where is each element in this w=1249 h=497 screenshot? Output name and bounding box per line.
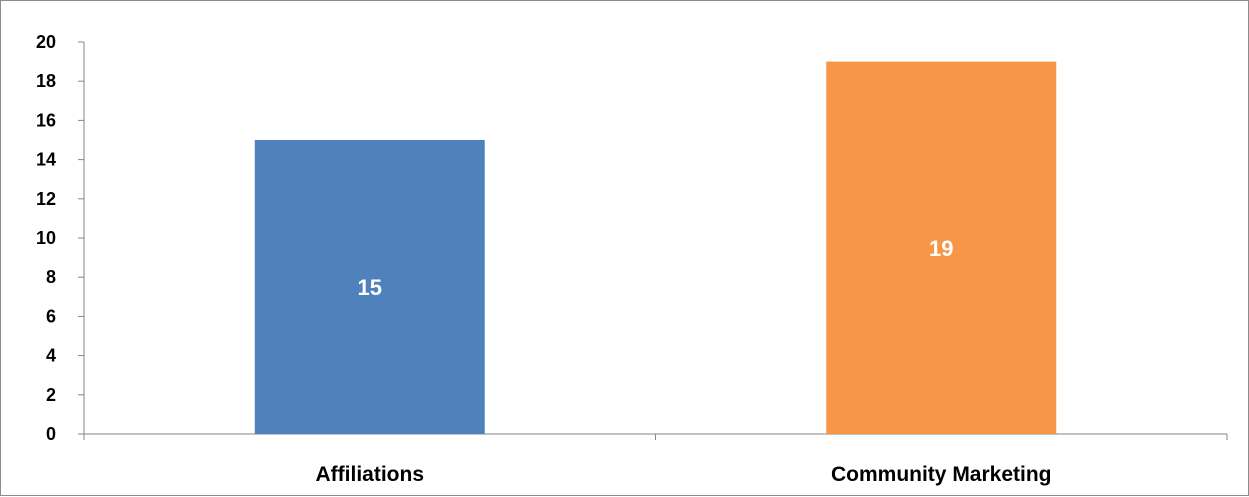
x-category-label: Community Marketing bbox=[831, 463, 1052, 486]
data-label: 15 bbox=[358, 275, 382, 300]
y-tick-label: 20 bbox=[36, 32, 56, 52]
bars bbox=[254, 61, 1057, 434]
y-tick-label: 10 bbox=[36, 228, 56, 248]
bar-community-marketing bbox=[826, 61, 1057, 434]
y-tick-label: 4 bbox=[46, 346, 56, 366]
y-tick-label: 18 bbox=[36, 71, 56, 91]
y-tick-label: 12 bbox=[36, 189, 56, 209]
y-tick-label: 2 bbox=[46, 385, 56, 405]
y-tick-label: 0 bbox=[46, 424, 56, 444]
y-tick-label: 16 bbox=[36, 110, 56, 130]
data-label: 19 bbox=[929, 236, 953, 261]
y-tick-label: 8 bbox=[46, 267, 56, 287]
x-category-label: Affiliations bbox=[316, 463, 425, 486]
y-tick-label: 14 bbox=[36, 150, 56, 170]
labels: 15 Affiliations 19 Community Marketing bbox=[316, 236, 1052, 486]
y-tick-label: 6 bbox=[46, 306, 56, 326]
bar-affiliations bbox=[254, 140, 485, 434]
